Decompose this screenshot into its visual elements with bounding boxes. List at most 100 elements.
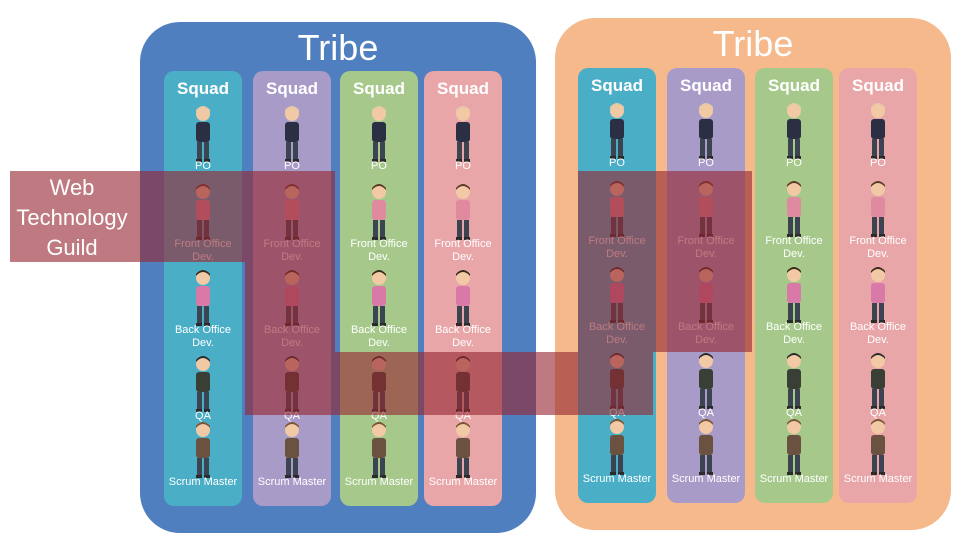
- role-label: Back Office Dev.: [174, 324, 232, 349]
- person-avatar-icon: [277, 104, 307, 164]
- squad-title: Squad: [353, 79, 405, 98]
- person-avatar-icon: [448, 420, 478, 480]
- tribe-2-squad-3: Squad PO Front Office Dev. Back Office Dev.…: [755, 68, 833, 503]
- role-label: PO: [609, 157, 625, 169]
- person-avatar-icon: [863, 265, 893, 325]
- person-avatar-icon: [188, 104, 218, 164]
- person-avatar-icon: [691, 417, 721, 477]
- tribe-2-title: Tribe: [712, 23, 794, 64]
- role-label: Back Office Dev.: [849, 321, 907, 346]
- person-back-office-dev: Back Office Dev.: [755, 265, 833, 352]
- person-po: PO: [253, 104, 331, 191]
- role-label: Front Office Dev.: [434, 238, 492, 263]
- person-avatar-icon: [448, 182, 478, 242]
- squad-title: Squad: [266, 79, 318, 98]
- person-avatar-icon: [779, 351, 809, 411]
- person-po: PO: [164, 104, 242, 191]
- person-avatar-icon: [779, 101, 809, 161]
- person-qa: QA: [164, 354, 242, 441]
- guild-overlay-tribe1-column: [245, 262, 335, 352]
- role-label: Back Office Dev.: [350, 324, 408, 349]
- person-front-office-dev: Front Office Dev.: [839, 179, 917, 266]
- guild-overlay-qa-band: [245, 352, 653, 415]
- person-avatar-icon: [448, 268, 478, 328]
- tribe-2-squad-4: Squad PO Front Office Dev. Back Office Dev.…: [839, 68, 917, 503]
- role-label: PO: [786, 157, 802, 169]
- person-avatar-icon: [277, 420, 307, 480]
- person-avatar-icon: [188, 268, 218, 328]
- role-label: PO: [284, 160, 300, 172]
- squad-title: Squad: [680, 76, 732, 95]
- squad-title: Squad: [852, 76, 904, 95]
- squad-title: Squad: [437, 79, 489, 98]
- person-avatar-icon: [602, 101, 632, 161]
- role-label: Scrum Master: [428, 476, 498, 488]
- person-scrum-master: Scrum Master: [667, 417, 745, 504]
- person-po: PO: [667, 101, 745, 188]
- role-label: Scrum Master: [582, 473, 652, 485]
- role-label: QA: [698, 407, 714, 419]
- role-label: Back Office Dev.: [765, 321, 823, 346]
- role-label: Scrum Master: [257, 476, 327, 488]
- role-label: Back Office Dev.: [434, 324, 492, 349]
- role-label: PO: [195, 160, 211, 172]
- person-qa: QA: [667, 351, 745, 438]
- role-label: Scrum Master: [671, 473, 741, 485]
- person-avatar-icon: [863, 101, 893, 161]
- person-avatar-icon: [779, 179, 809, 239]
- person-po: PO: [839, 101, 917, 188]
- tribe-1-squad-4: Squad PO Front Office Dev. Back Office Dev.…: [424, 71, 502, 506]
- person-avatar-icon: [364, 104, 394, 164]
- role-label: Scrum Master: [843, 473, 913, 485]
- tribe-1-squad-3: Squad PO Front Office Dev. Back Office Dev.…: [340, 71, 418, 506]
- role-label: PO: [698, 157, 714, 169]
- person-avatar-icon: [602, 417, 632, 477]
- person-po: PO: [340, 104, 418, 191]
- person-back-office-dev: Back Office Dev.: [164, 268, 242, 355]
- role-label: Scrum Master: [168, 476, 238, 488]
- tribe-1-title: Tribe: [297, 27, 379, 68]
- role-label: PO: [455, 160, 471, 172]
- person-qa: QA: [755, 351, 833, 438]
- role-label: QA: [870, 407, 886, 419]
- person-scrum-master: Scrum Master: [253, 420, 331, 507]
- person-avatar-icon: [691, 351, 721, 411]
- person-front-office-dev: Front Office Dev.: [340, 182, 418, 269]
- role-label: PO: [870, 157, 886, 169]
- person-avatar-icon: [188, 420, 218, 480]
- person-scrum-master: Scrum Master: [424, 420, 502, 507]
- person-avatar-icon: [364, 268, 394, 328]
- person-avatar-icon: [863, 417, 893, 477]
- squad-title: Squad: [591, 76, 643, 95]
- person-po: PO: [755, 101, 833, 188]
- person-avatar-icon: [364, 182, 394, 242]
- person-avatar-icon: [448, 104, 478, 164]
- guild-overlay-label-area: [10, 171, 335, 262]
- person-avatar-icon: [779, 417, 809, 477]
- person-avatar-icon: [691, 101, 721, 161]
- person-po: PO: [424, 104, 502, 191]
- person-scrum-master: Scrum Master: [578, 417, 656, 504]
- person-back-office-dev: Back Office Dev.: [340, 268, 418, 355]
- squad-title: Squad: [768, 76, 820, 95]
- person-avatar-icon: [779, 265, 809, 325]
- role-label: Scrum Master: [759, 473, 829, 485]
- role-label: Front Office Dev.: [849, 235, 907, 260]
- role-label: PO: [371, 160, 387, 172]
- person-scrum-master: Scrum Master: [839, 417, 917, 504]
- person-front-office-dev: Front Office Dev.: [755, 179, 833, 266]
- person-scrum-master: Scrum Master: [340, 420, 418, 507]
- person-avatar-icon: [863, 179, 893, 239]
- guild-label: Web Technology Guild: [16, 175, 128, 260]
- person-po: PO: [578, 101, 656, 188]
- person-avatar-icon: [364, 420, 394, 480]
- guild-overlay-tribe2-block: [578, 171, 752, 352]
- role-label: QA: [195, 410, 211, 422]
- role-label: Front Office Dev.: [765, 235, 823, 260]
- role-label: QA: [786, 407, 802, 419]
- squad-title: Squad: [177, 79, 229, 98]
- person-scrum-master: Scrum Master: [755, 417, 833, 504]
- person-avatar-icon: [188, 354, 218, 414]
- person-back-office-dev: Back Office Dev.: [839, 265, 917, 352]
